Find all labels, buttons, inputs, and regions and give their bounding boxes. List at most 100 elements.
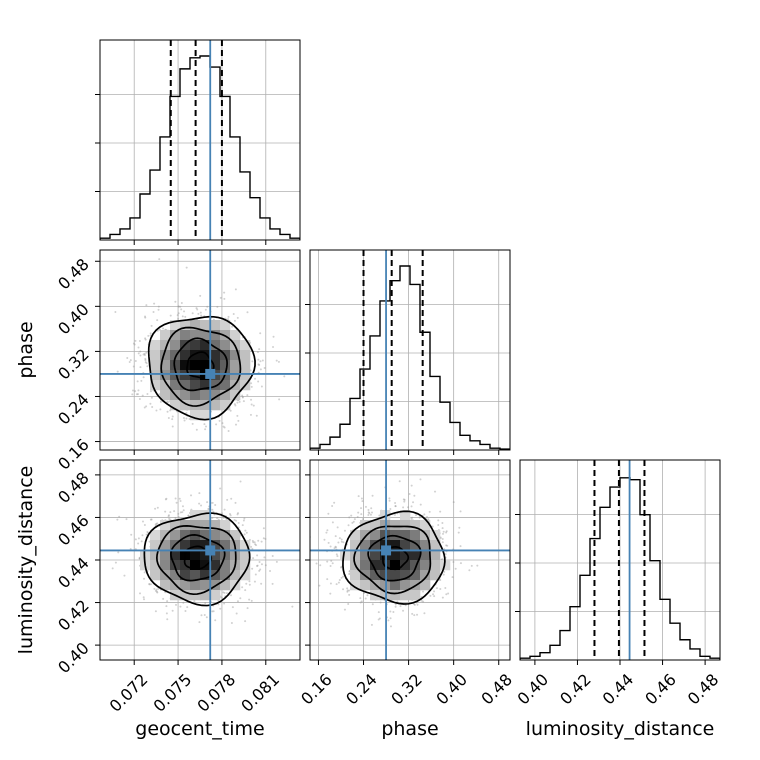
sample-point (171, 415, 174, 418)
sample-point (389, 610, 392, 613)
sample-point (133, 343, 136, 346)
density-cell (230, 330, 241, 341)
density-cell (430, 540, 441, 551)
sample-point (236, 513, 239, 516)
density-cell (170, 370, 181, 381)
sample-point (371, 494, 374, 497)
sample-point (360, 600, 363, 603)
density-cell (190, 590, 201, 601)
histogram-bar (130, 218, 140, 240)
sample-point (244, 589, 247, 592)
sample-point (433, 595, 436, 598)
histogram-bar (560, 631, 570, 660)
density-cell (170, 570, 181, 581)
sample-point (326, 578, 329, 581)
sample-point (131, 389, 134, 392)
sample-point (149, 402, 152, 405)
sample-point (237, 522, 240, 525)
density-cell (430, 560, 441, 571)
histogram-bar (550, 645, 560, 660)
sample-point (165, 612, 168, 615)
sample-point (153, 587, 156, 590)
sample-point (158, 393, 161, 396)
sample-point (257, 358, 260, 361)
sample-point (452, 560, 455, 563)
sample-point (260, 563, 263, 566)
sample-point (207, 507, 210, 510)
x-tick-label: 0.40 (432, 670, 471, 709)
sample-point (152, 310, 155, 313)
panel-frame (99, 249, 301, 451)
sample-point (223, 591, 226, 594)
sample-point (154, 507, 157, 510)
sample-point (319, 564, 322, 567)
sample-point (333, 501, 336, 504)
x-axis-label-luminosity_distance: luminosity_distance (526, 718, 715, 740)
sample-point (154, 589, 157, 592)
density-cell (210, 380, 221, 391)
sample-point (211, 508, 214, 511)
sample-point (217, 603, 220, 606)
sample-point (241, 394, 244, 397)
sample-point (251, 567, 254, 570)
density-cell (200, 540, 211, 551)
density-cell (190, 580, 201, 591)
density-cell (200, 520, 211, 531)
sample-point (211, 610, 214, 613)
sample-point (234, 288, 237, 291)
density-cell (190, 540, 201, 551)
sample-point (235, 519, 238, 522)
sample-point (394, 505, 397, 508)
sample-point (155, 409, 158, 412)
sample-point (378, 514, 381, 517)
sample-point (180, 308, 183, 311)
density-cell (240, 560, 251, 571)
histogram-bar (380, 301, 390, 450)
x-tick-label: 0.078 (193, 670, 239, 716)
density-cell (360, 580, 371, 591)
y-tick-label: 0.40 (54, 638, 93, 677)
sample-point (427, 518, 430, 521)
sample-point (185, 417, 188, 420)
sample-point (241, 524, 244, 527)
sample-point (416, 613, 419, 616)
density-cell (160, 380, 171, 391)
sample-point (364, 505, 367, 508)
density-cell (210, 400, 221, 411)
sample-point (434, 490, 437, 493)
sample-point (149, 390, 152, 393)
sample-point (145, 405, 148, 408)
sample-point (156, 319, 159, 322)
histogram-step-line (310, 265, 510, 450)
density-cell (370, 560, 381, 571)
density-cell (350, 540, 361, 551)
x-tick-label: 0.075 (150, 670, 196, 716)
sample-point (200, 504, 203, 507)
sample-point (359, 597, 362, 600)
sample-point (157, 308, 160, 311)
density-cell (160, 340, 171, 351)
sample-point (252, 404, 255, 407)
sample-point (157, 305, 160, 308)
histogram-bar (160, 137, 170, 240)
sample-point (179, 605, 182, 608)
density-cell (190, 390, 201, 401)
sample-point (143, 523, 146, 526)
sample-point (387, 619, 390, 622)
density-cell (390, 540, 401, 551)
sample-point (225, 592, 228, 595)
sample-point (393, 513, 396, 516)
sample-point (470, 564, 473, 567)
density-cell (150, 370, 161, 381)
density-cell (410, 560, 421, 571)
density-cell (370, 540, 381, 551)
sample-point (402, 506, 405, 509)
sample-point (251, 360, 254, 363)
sample-point (418, 516, 421, 519)
sample-point (271, 582, 274, 585)
density-cell (410, 570, 421, 581)
density-cell (410, 590, 421, 601)
sample-point (253, 580, 256, 583)
sample-point (116, 518, 119, 521)
sample-point (195, 428, 198, 431)
